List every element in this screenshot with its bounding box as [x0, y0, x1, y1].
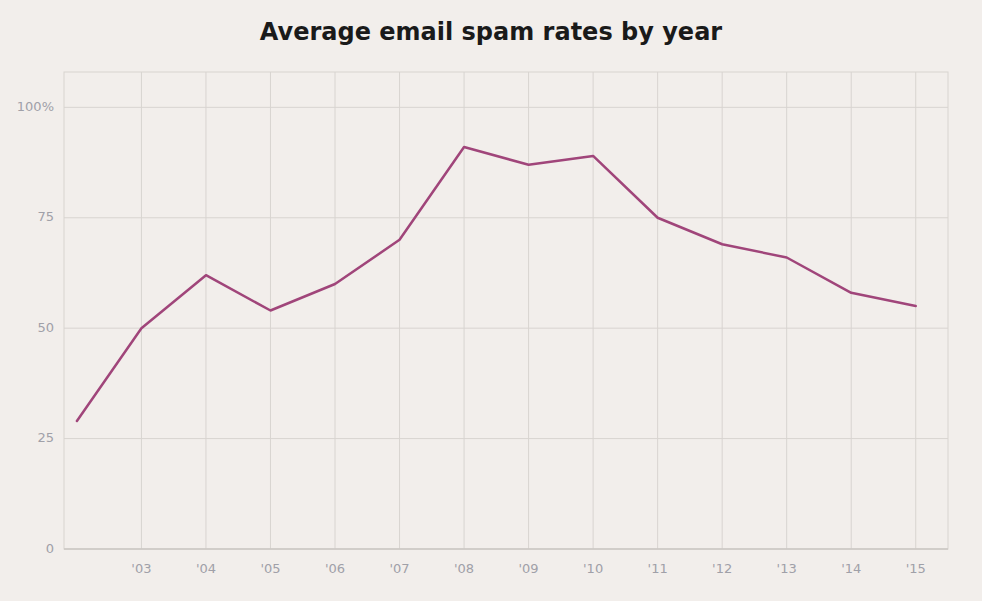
y-tick-label: 75 [37, 209, 54, 224]
x-tick-label: '09 [519, 561, 539, 576]
y-tick-label: 100% [17, 99, 54, 114]
grid-line-y [64, 438, 948, 439]
grid-line-y [64, 107, 948, 108]
grid-line-x [657, 72, 658, 549]
grid-line-x [335, 72, 336, 549]
grid-line-y [64, 549, 948, 550]
grid-line-y [64, 328, 948, 329]
x-axis-line [64, 548, 948, 549]
line [77, 147, 916, 421]
x-tick-label: '03 [131, 561, 151, 576]
grid-line-x [205, 72, 206, 549]
grid-line-x [722, 72, 723, 549]
x-tick-label: '12 [712, 561, 732, 576]
title: Average email spam rates by year [260, 18, 723, 46]
x-tick-label: '04 [196, 561, 216, 576]
grid-line-x [851, 72, 852, 549]
x-tick-label: '05 [260, 561, 280, 576]
x-tick-label: '14 [841, 561, 861, 576]
plot-frame [64, 72, 948, 549]
x-tick-label: '10 [583, 561, 603, 576]
grid-line-y [64, 217, 948, 218]
grid-line-x [464, 72, 465, 549]
x-tick-label: '15 [906, 561, 926, 576]
x-tick-label: '13 [777, 561, 797, 576]
background [0, 0, 982, 601]
grid-line-x [399, 72, 400, 549]
x-tick-label: '11 [648, 561, 668, 576]
y-tick-label: 50 [37, 320, 54, 335]
tick-labels: 0 25 50 75 100% '03 '04 '05 '06 '07 '08 '09 '10 '11 '1… [17, 99, 926, 576]
y-tick-label: 0 [46, 541, 54, 556]
y-tick-label: 25 [37, 430, 54, 445]
grid-line-x [915, 72, 916, 549]
grid [64, 72, 948, 549]
chart-container: 0 25 50 75 100% '03 '04 '05 '06 '07 '08 '09 '10 '11 '1… [0, 0, 982, 601]
chart: 0 25 50 75 100% '03 '04 '05 '06 '07 '08 '09 '10 '11 '1… [0, 0, 982, 601]
grid-line-x [786, 72, 787, 549]
x-tick-label: '08 [454, 561, 474, 576]
grid-line-x [528, 72, 529, 549]
plot-area [77, 147, 916, 421]
grid-line-x [141, 72, 142, 549]
grid-line-x [593, 72, 594, 549]
x-tick-label: '06 [325, 561, 345, 576]
x-tick-label: '07 [389, 561, 409, 576]
